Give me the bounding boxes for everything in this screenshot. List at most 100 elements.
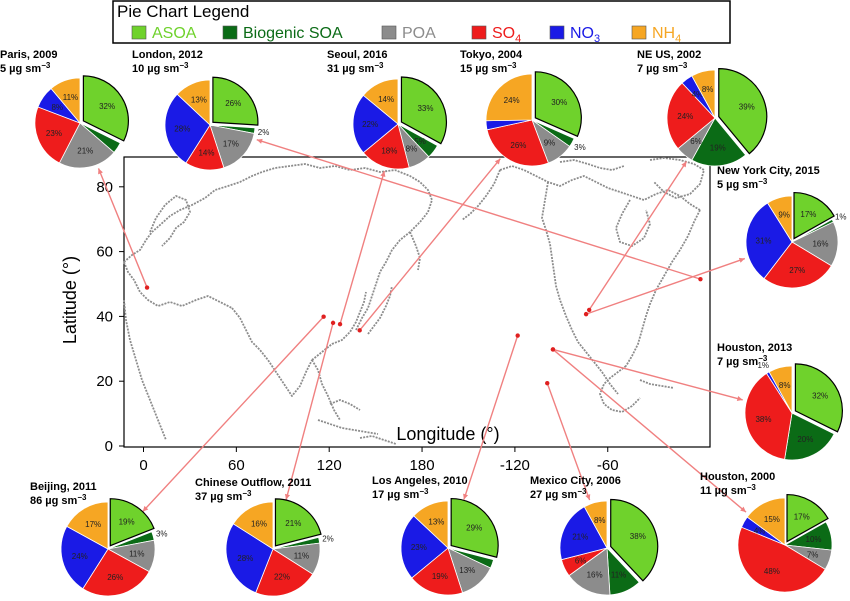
slice-label: 5%	[414, 137, 426, 146]
pie-concentration: 5 µg sm−3	[0, 61, 51, 75]
connector-houston2013	[552, 348, 743, 401]
slice-NO3	[745, 202, 793, 280]
site-marker-london	[698, 276, 703, 282]
pie-concentration: 7 µg sm−3	[717, 354, 768, 368]
site-marker-tokyo	[357, 328, 362, 333]
connector-arrows	[97, 138, 747, 513]
pie-title: Chinese Outflow, 2011	[195, 477, 311, 489]
legend-label-BSOA: Biogenic SOA	[243, 25, 343, 42]
unit-exponent: −3	[758, 354, 768, 363]
slice-ASOA	[794, 363, 843, 433]
slice-label: 19%	[432, 572, 448, 581]
slice-BSOA	[784, 412, 835, 461]
site-marker-la	[515, 333, 520, 338]
arrowhead-london	[256, 138, 263, 144]
legend-label-NO3: NO3	[570, 25, 600, 45]
connector-chinese	[285, 322, 334, 500]
slice-SO4	[362, 123, 410, 170]
slice-label: 11%	[63, 93, 78, 102]
slice-label: 1%	[835, 212, 847, 221]
connector-la	[463, 335, 519, 500]
site-marker-beijing	[321, 314, 326, 319]
slice-POA	[58, 122, 115, 169]
unit-exponent: −3	[242, 489, 252, 498]
arrowhead-nyc	[738, 257, 745, 263]
slice-NO3	[164, 93, 211, 164]
coastline	[231, 307, 313, 397]
legend-label-POA: POA	[402, 25, 436, 42]
arrowhead-chinese	[284, 493, 291, 500]
coastline	[639, 379, 675, 389]
slice-label: 6%	[690, 137, 702, 146]
slice-NO3	[352, 94, 399, 154]
arrowhead-beijing	[142, 505, 149, 512]
slice-POA	[209, 124, 255, 169]
arrowhead-houston2013	[736, 395, 743, 402]
legend-swatch-POA	[381, 25, 397, 40]
slice-NH4	[767, 195, 793, 244]
slice-label: 6%	[575, 556, 587, 565]
slice-label: 15%	[764, 515, 780, 524]
slice-label: 31%	[756, 237, 772, 246]
slice-label: 20%	[797, 435, 813, 444]
slice-label: 14%	[378, 95, 394, 104]
slice-label: 30%	[551, 98, 567, 107]
arrowhead-houston2000	[740, 506, 747, 513]
site-marker-seoul	[337, 321, 343, 327]
slice-label: 23%	[46, 129, 62, 138]
slice-label: 3%	[574, 143, 586, 152]
slice-label: 23%	[411, 543, 427, 552]
slice-label: 13%	[428, 517, 444, 526]
slice-ASOA	[793, 191, 835, 240]
slice-SO4	[737, 526, 826, 593]
pie-concentration: 5 µg sm−3	[717, 177, 768, 191]
x-axis-label: Longitude (°)	[396, 424, 499, 444]
arrowhead-tokyo	[494, 158, 501, 165]
unit-exponent: −3	[758, 177, 768, 186]
unit-exponent: −3	[179, 61, 189, 70]
y-tick-label: 80	[96, 179, 113, 196]
slice-label: 17%	[85, 520, 101, 529]
slice-SO4	[763, 241, 832, 289]
slice-label: 1%	[757, 361, 769, 370]
slice-label: 24%	[72, 552, 88, 561]
legend-label-SO4: SO4	[492, 25, 521, 45]
slice-label: 13%	[459, 566, 475, 575]
slice-NH4	[413, 500, 449, 549]
slice-ASOA	[534, 71, 582, 138]
pie-title: Houston, 2013	[717, 342, 792, 354]
slice-label: 22%	[274, 573, 290, 582]
slice-label: 26%	[107, 573, 123, 582]
coastline	[615, 199, 651, 247]
legend: Pie Chart Legend ASOA Biogenic SOA POA SO4 N…	[112, 0, 731, 45]
unit-exponent: −3	[419, 487, 429, 496]
slice-label: 26%	[225, 99, 241, 108]
legend-items: ASOA Biogenic SOA POA SO4 NO3 NH4	[131, 25, 681, 45]
connector-tokyo	[359, 158, 501, 331]
x-tick-label: 0	[139, 457, 147, 474]
coastline	[149, 195, 191, 247]
slice-NH4	[768, 365, 793, 415]
connector-london	[256, 139, 701, 280]
slice-label: 17%	[223, 139, 239, 148]
legend-title: Pie Chart Legend	[117, 2, 249, 21]
y-tick-label: 0	[105, 438, 113, 455]
slice-label: 3%	[156, 529, 168, 538]
slice-label: 8%	[406, 144, 418, 153]
coastline	[123, 163, 433, 331]
pie-concentration: 17 µg sm−3	[372, 487, 429, 501]
slice-label: 19%	[710, 144, 726, 153]
y-tick-label: 40	[96, 308, 113, 325]
unit-exponent: −3	[577, 487, 587, 496]
legend-swatch-BSOA	[222, 25, 238, 40]
connector-beijing	[142, 316, 325, 513]
legend-swatch-SO4	[471, 25, 487, 40]
connector-mexico	[546, 382, 591, 501]
pie-concentration: 31 µg sm−3	[327, 61, 384, 75]
